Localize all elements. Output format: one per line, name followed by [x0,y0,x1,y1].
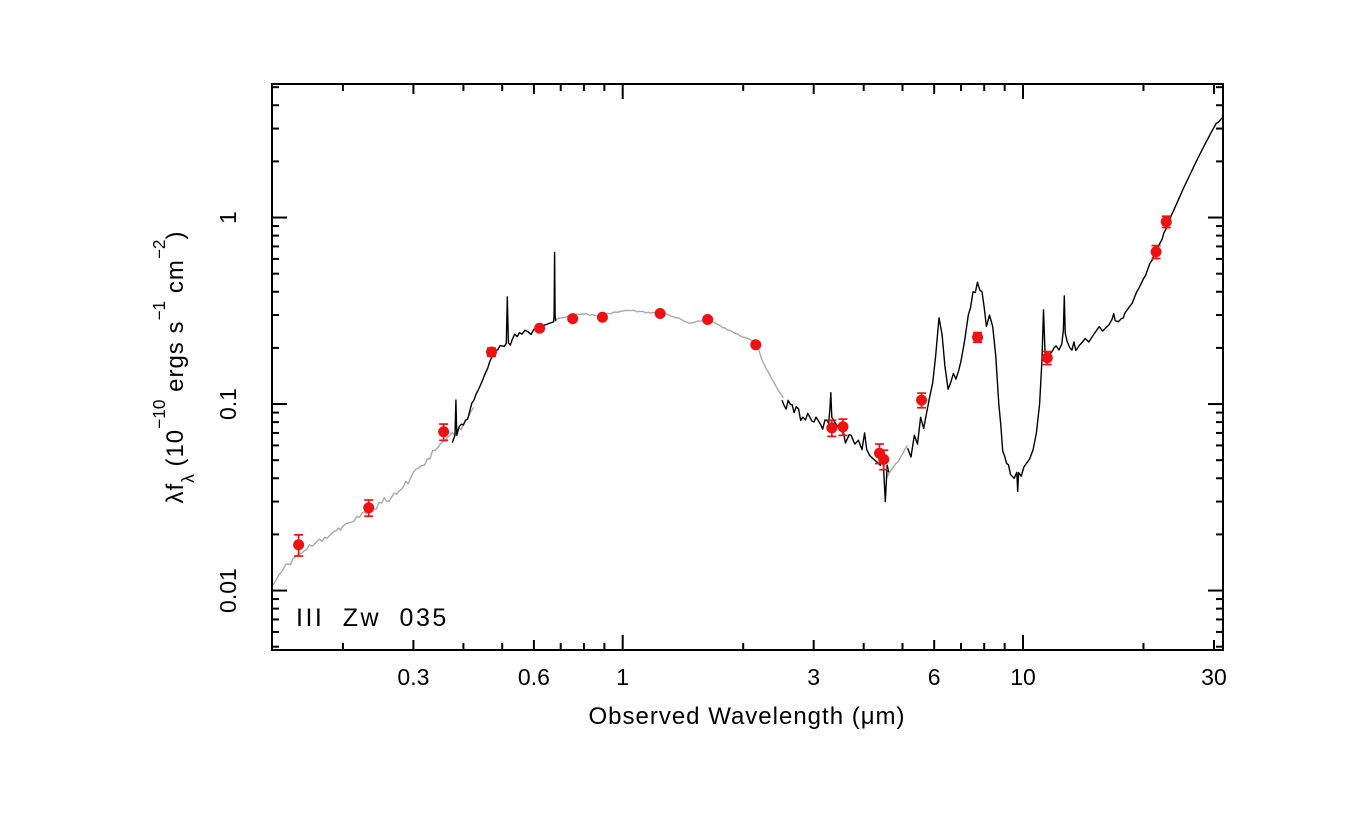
y-title-sub-lambda: λ [178,474,199,483]
y-axis-ticks [272,86,1223,648]
photometry-point [878,453,890,465]
photometry-point [1041,352,1053,364]
photometry-point [534,322,546,334]
y-tick-label: 0.01 [215,568,241,613]
x-tick-label: 10 [1010,664,1036,690]
x-tick-label: 30 [1201,664,1227,690]
photometry-point [1160,216,1172,228]
photometry-point [485,346,497,358]
y-title-exp-1: −1 [149,300,170,321]
model-spectrum-line [272,309,909,587]
x-tick-label: 3 [807,664,820,690]
x-tick-label: 0.6 [518,664,550,690]
photometry-point [293,539,305,551]
observed-spectrum-mir-high [906,281,1126,493]
photometry-point [702,313,714,325]
x-axis-tick-labels: 0.3 0.6 1 3 6 10 30 [397,664,1226,690]
y-axis-tick-labels: 0.01 0.1 1 [215,211,241,613]
x-axis-title: Observed Wavelength (μm) [588,703,906,730]
photometry-point [972,331,984,343]
model-spectrum-bridge [885,444,909,479]
x-axis-ticks [341,84,1215,650]
axes-frame [271,83,1224,651]
photometry-point [1150,246,1162,258]
photometry-point [826,422,838,434]
photometry-point [567,313,579,325]
y-title-exp-10: −10 [149,399,170,429]
observed-spectrum-optical [451,251,557,444]
observed-spectrum-mir-low [781,392,890,503]
observed-spectrum-line [451,116,1223,503]
photometry-point [837,421,849,433]
y-tick-label: 1 [215,211,241,224]
photometry-point [916,394,928,406]
photometry-errorbars [294,215,1171,557]
y-title-text: λf [162,482,190,504]
x-tick-label: 6 [928,664,941,690]
x-tick-label: 0.3 [397,664,429,690]
object-name-label: III Zw 035 [296,604,449,632]
y-axis-title: λfλ (10−10 ergs s−1 cm−2) [149,230,199,504]
y-title-exp-2: −2 [149,239,170,260]
photometry-point [654,307,666,319]
photometry-point [596,311,608,323]
photometry-point [438,426,450,438]
photometry-points [293,216,1172,551]
model-spectrum-nir [554,309,784,399]
photometry-point [750,339,762,351]
y-tick-label: 0.1 [215,388,241,420]
observed-spectrum-rise [1124,116,1223,313]
photometry-point [363,502,375,514]
x-tick-label: 1 [616,664,629,690]
